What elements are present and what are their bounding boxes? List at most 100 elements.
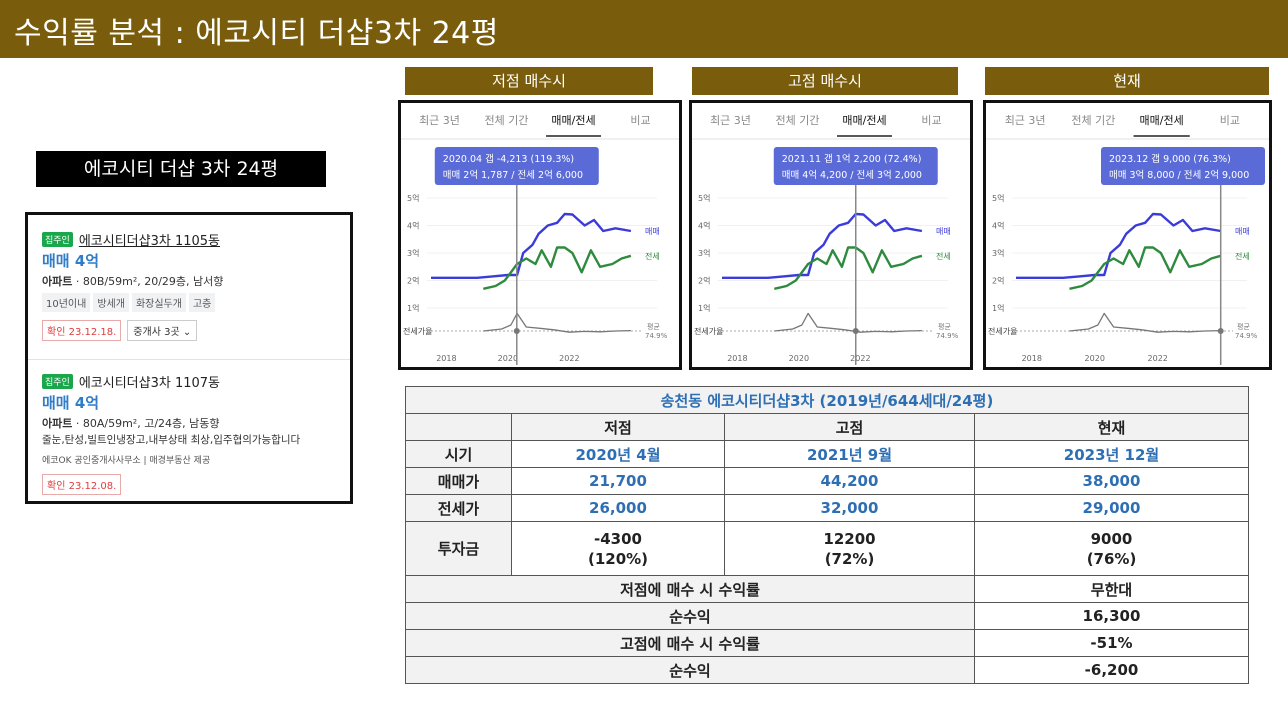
- x-tick-label: 2022: [559, 354, 579, 363]
- y-tick-label: 1억: [992, 303, 1004, 313]
- chart-header: 저점 매수시: [405, 67, 653, 95]
- listing-name[interactable]: 에코시티더샵3차 1107동: [78, 375, 221, 391]
- feature-chips: 10년이내 방세개 화장실두개 고층: [42, 293, 336, 312]
- apartment-label: 에코시티 더샵 3차 24평: [36, 151, 326, 187]
- y-tick-label: 2억: [698, 276, 710, 286]
- chart-tab: 매매/전세: [842, 114, 886, 127]
- series-line: [1069, 246, 1222, 290]
- table-row: 저점에 매수 시 수익률 무한대: [405, 575, 1249, 603]
- table-caption: 송천동 에코시티더샵3차 (2019년/644세대/24평): [405, 386, 1249, 414]
- column-header: 저점: [511, 413, 725, 441]
- table-cell: 12200 (72%): [724, 521, 975, 576]
- listing-card[interactable]: 집주인 에코시티더샵3차 1105동 매매 4억 아파트 · 80B/59m²,…: [28, 229, 350, 341]
- returns-table: 송천동 에코시티더샵3차 (2019년/644세대/24평) 저점 고점 현재 …: [405, 386, 1249, 684]
- x-tick-label: 2020: [498, 354, 518, 363]
- table-row: 시기 2020년 4월 2021년 9월 2023년 12월: [405, 440, 1249, 468]
- y-tick-label: 3억: [407, 248, 419, 258]
- table-cell: 9000 (76%): [974, 521, 1249, 576]
- row-label: 전세가: [405, 494, 512, 522]
- summary-value: 무한대: [974, 575, 1249, 603]
- chart-tab: 비교: [630, 114, 650, 127]
- feature-chip: 10년이내: [42, 293, 91, 312]
- chart-header: 고점 매수시: [692, 67, 958, 95]
- chart-tab: 비교: [921, 114, 941, 127]
- chart-tab: 전체 기간: [1071, 114, 1115, 127]
- y-tick-label: 5억: [698, 193, 710, 203]
- feature-chip: 방세개: [93, 293, 129, 312]
- table-corner: [405, 413, 512, 441]
- y-tick-label: 4억: [407, 221, 419, 231]
- avg-label: 평균: [647, 322, 660, 331]
- tooltip-prices: 매매 3억 8,000 / 전세 2억 9,000: [1109, 169, 1249, 181]
- y-tick-label: 1억: [407, 303, 419, 313]
- series-line: [483, 246, 632, 290]
- table-cell: 2020년 4월: [511, 440, 725, 468]
- summary-label: 저점에 매수 시 수익률: [405, 575, 975, 603]
- listing-price: 매매 4억: [42, 252, 100, 270]
- series-line: [1069, 312, 1221, 333]
- table-cell: 26,000: [511, 494, 725, 522]
- summary-value: 16,300: [974, 602, 1249, 630]
- series-label: 매매: [645, 227, 660, 236]
- x-tick-label: 2022: [850, 354, 870, 363]
- ratio-label: 전세가율: [988, 326, 1017, 336]
- chart-tab: 최근 3년: [710, 114, 751, 127]
- chart-tab: 매매/전세: [551, 114, 595, 127]
- confirm-date: 확인 23.12.18.: [42, 320, 122, 341]
- table-cell: 2023년 12월: [974, 440, 1249, 468]
- series-line: [774, 312, 922, 333]
- ratio-label: 전세가율: [403, 326, 432, 336]
- confirm-date: 확인 23.12.08.: [42, 474, 122, 495]
- price-chart-panel: 최근 3년 전체 기간 매매/전세 비교 5억 4억 3억 2억 1억 전세가율 평균 74.9% 20…: [398, 100, 682, 370]
- listing-card[interactable]: 집주인 에코시티더샵3차 1107동 매매 4억 아파트 · 80A/59m²,…: [28, 371, 350, 495]
- series-label: 전세: [645, 251, 660, 261]
- y-tick-label: 5억: [992, 193, 1004, 203]
- table-row: 순수익 -6,200: [405, 656, 1249, 684]
- x-tick-label: 2022: [1148, 354, 1168, 363]
- summary-value: -6,200: [974, 656, 1249, 684]
- summary-value: -51%: [974, 629, 1249, 657]
- y-tick-label: 2억: [407, 276, 419, 286]
- y-tick-label: 1억: [698, 303, 710, 313]
- tooltip: [773, 147, 938, 185]
- series-label: 매매: [1235, 227, 1250, 236]
- summary-label: 고점에 매수 시 수익률: [405, 629, 975, 657]
- tooltip-gap: 2021.11 갭 1억 2,200 (72.4%): [782, 153, 922, 165]
- listing-desc-detail: 줄눈,탄성,빌트인냉장고,내부상태 최상,입주협의가능합니다: [42, 434, 301, 446]
- series-line: [483, 312, 631, 333]
- x-tick-label: 2020: [789, 354, 809, 363]
- avg-label: 평균: [1237, 322, 1250, 331]
- y-tick-label: 3억: [698, 248, 710, 258]
- agents-dropdown[interactable]: 중개사 3곳 ⌄: [127, 320, 198, 341]
- page-title: 수익률 분석 : 에코시티 더샵3차 24평: [14, 16, 499, 51]
- avg-value: 74.9%: [1235, 332, 1258, 340]
- chart-tab: 비교: [1220, 114, 1240, 127]
- tooltip-gap: 2023.12 갭 9,000 (76.3%): [1109, 153, 1231, 165]
- y-tick-label: 4억: [992, 221, 1004, 231]
- table-cell: 38,000: [974, 467, 1249, 495]
- owner-badge: 집주인: [42, 373, 73, 389]
- row-label: 매매가: [405, 467, 512, 495]
- listing-panel: 집주인 에코시티더샵3차 1105동 매매 4억 아파트 · 80B/59m²,…: [25, 212, 353, 504]
- avg-label: 평균: [938, 322, 951, 331]
- table-cell: -4300 (120%): [511, 521, 725, 576]
- x-tick-label: 2020: [1085, 354, 1105, 363]
- tooltip-prices: 매매 4억 4,200 / 전세 3억 2,000: [782, 169, 922, 181]
- table-row: 투자금 -4300 (120%) 12200 (72%) 9000 (76%): [405, 521, 1249, 576]
- cursor-dot: [513, 328, 520, 334]
- table-row: 매매가 21,700 44,200 38,000: [405, 467, 1249, 495]
- owner-badge: 집주인: [42, 231, 73, 247]
- chart-tab: 매매/전세: [1140, 114, 1184, 127]
- y-tick-label: 3억: [992, 248, 1004, 258]
- listing-name[interactable]: 에코시티더샵3차 1105동: [78, 233, 221, 249]
- series-line: [1016, 212, 1221, 279]
- table-cell: 32,000: [724, 494, 975, 522]
- cursor-dot: [1217, 328, 1224, 334]
- x-tick-label: 2018: [436, 354, 456, 363]
- chart-tab: 전체 기간: [485, 114, 529, 127]
- chart-tab: 최근 3년: [1005, 114, 1046, 127]
- chart-tab: 최근 3년: [419, 114, 460, 127]
- table-row: 전세가 26,000 32,000 29,000: [405, 494, 1249, 522]
